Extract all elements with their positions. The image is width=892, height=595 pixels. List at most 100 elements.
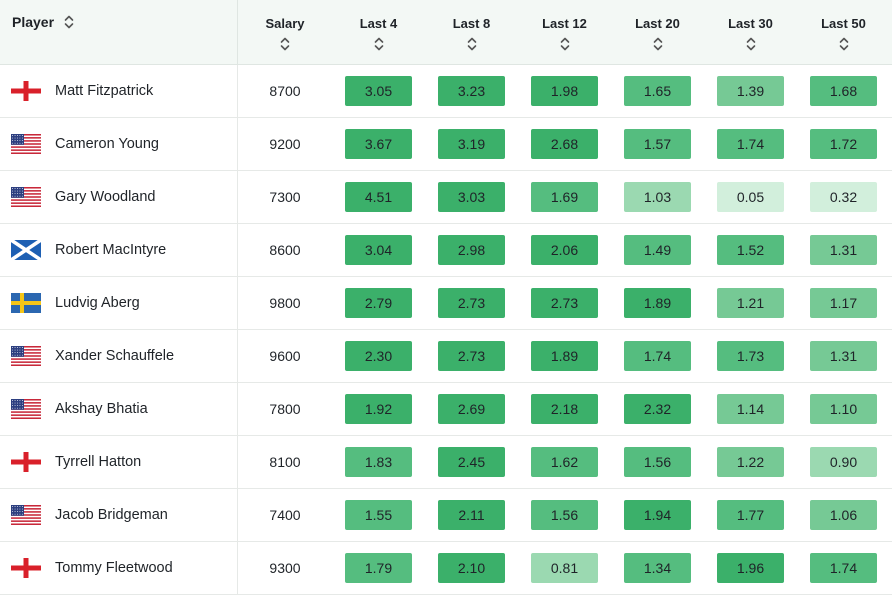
player-name[interactable]: Jacob Bridgeman	[55, 507, 168, 523]
player-cell: Xander Schauffele	[0, 330, 238, 382]
last12-cell: 1.56	[518, 489, 611, 541]
player-cell: Robert MacIntyre	[0, 224, 238, 276]
player-name[interactable]: Ludvig Aberg	[55, 295, 140, 311]
last30-cell: 1.96	[704, 542, 797, 594]
last50-cell: 1.72	[797, 118, 890, 170]
last30-cell: 1.74	[704, 118, 797, 170]
player-name[interactable]: Matt Fitzpatrick	[55, 83, 154, 99]
last8-cell: 2.69	[425, 383, 518, 435]
last50-cell: 1.31	[797, 330, 890, 382]
last4-cell: 1.55	[332, 489, 425, 541]
stat-badge: 2.18	[531, 394, 598, 424]
england-flag-icon	[11, 452, 41, 472]
table-row[interactable]: Matt Fitzpatrick 8700 3.05 3.23 1.98 1.65 1.39…	[0, 65, 892, 118]
last30-cell: 1.14	[704, 383, 797, 435]
sort-icon[interactable]	[746, 37, 756, 51]
table-row[interactable]: Xander Schauffele 9600 2.30 2.73 1.89 1.74 1.7…	[0, 330, 892, 383]
stat-badge: 1.21	[717, 288, 784, 318]
stat-badge: 1.31	[810, 235, 877, 265]
column-header-salary[interactable]: Salary	[238, 0, 332, 64]
last12-cell: 1.98	[518, 65, 611, 117]
stat-badge: 3.04	[345, 235, 412, 265]
england-flag-icon	[11, 558, 41, 578]
stat-badge: 0.81	[531, 553, 598, 583]
table-row[interactable]: Tommy Fleetwood 9300 1.79 2.10 0.81 1.34 1.96 1…	[0, 542, 892, 595]
table-row[interactable]: Ludvig Aberg 9800 2.79 2.73 2.73 1.89 1.21 1.17	[0, 277, 892, 330]
last20-cell: 1.57	[611, 118, 704, 170]
stat-badge: 0.32	[810, 182, 877, 212]
player-name[interactable]: Tommy Fleetwood	[55, 560, 173, 576]
stat-badge: 1.79	[345, 553, 412, 583]
column-header-label: Player	[12, 14, 55, 30]
table-row[interactable]: Tyrrell Hatton 8100 1.83 2.45 1.62 1.56 1.22 0.…	[0, 436, 892, 489]
stat-badge: 1.98	[531, 76, 598, 106]
last50-cell: 1.06	[797, 489, 890, 541]
column-header-last12[interactable]: Last 12	[518, 0, 611, 64]
last50-cell: 1.17	[797, 277, 890, 329]
salary-cell: 7800	[269, 401, 301, 417]
stat-badge: 3.03	[438, 182, 505, 212]
stat-badge: 1.39	[717, 76, 784, 106]
player-name[interactable]: Cameron Young	[55, 136, 159, 152]
last50-cell: 1.31	[797, 224, 890, 276]
last50-cell: 1.10	[797, 383, 890, 435]
column-header-player[interactable]: Player	[0, 0, 238, 64]
stat-badge: 2.68	[531, 129, 598, 159]
last8-cell: 2.73	[425, 277, 518, 329]
last4-cell: 4.51	[332, 171, 425, 223]
table-row[interactable]: Robert MacIntyre 8600 3.04 2.98 2.06 1.49 1.52…	[0, 224, 892, 277]
stat-badge: 1.56	[531, 500, 598, 530]
last50-cell: 1.74	[797, 542, 890, 594]
sort-icon[interactable]	[64, 15, 74, 29]
sort-icon[interactable]	[467, 37, 477, 51]
stat-badge: 1.65	[624, 76, 691, 106]
stat-badge: 1.31	[810, 341, 877, 371]
last12-cell: 1.62	[518, 436, 611, 488]
stat-badge: 2.11	[438, 500, 505, 530]
last30-cell: 1.77	[704, 489, 797, 541]
column-header-last8[interactable]: Last 8	[425, 0, 518, 64]
salary-cell: 8600	[269, 242, 301, 258]
salary-cell: 9600	[269, 348, 301, 364]
stat-badge: 1.68	[810, 76, 877, 106]
player-cell: Tommy Fleetwood	[0, 542, 238, 594]
player-name[interactable]: Akshay Bhatia	[55, 401, 148, 417]
table-row[interactable]: Jacob Bridgeman 7400 1.55 2.11 1.56 1.94 1.77 1…	[0, 489, 892, 542]
column-header-label: Last 50	[821, 16, 866, 31]
stat-badge: 3.19	[438, 129, 505, 159]
salary-cell: 7400	[269, 507, 301, 523]
sweden-flag-icon	[11, 293, 41, 313]
last8-cell: 2.11	[425, 489, 518, 541]
column-header-last30[interactable]: Last 30	[704, 0, 797, 64]
stat-badge: 1.06	[810, 500, 877, 530]
last4-cell: 3.05	[332, 65, 425, 117]
stat-badge: 2.06	[531, 235, 598, 265]
last30-cell: 1.22	[704, 436, 797, 488]
table-row[interactable]: Cameron Young 9200 3.67 3.19 2.68 1.57 1.74 1.7…	[0, 118, 892, 171]
stat-badge: 1.74	[624, 341, 691, 371]
stat-badge: 1.03	[624, 182, 691, 212]
player-name[interactable]: Tyrrell Hatton	[55, 454, 142, 470]
stat-badge: 3.05	[345, 76, 412, 106]
stat-badge: 1.17	[810, 288, 877, 318]
sort-icon[interactable]	[280, 37, 290, 51]
stat-badge: 1.69	[531, 182, 598, 212]
sort-icon[interactable]	[560, 37, 570, 51]
player-name[interactable]: Xander Schauffele	[55, 348, 175, 364]
usa-flag-icon	[11, 399, 41, 419]
stat-badge: 2.73	[438, 341, 505, 371]
column-header-last20[interactable]: Last 20	[611, 0, 704, 64]
last30-cell: 1.52	[704, 224, 797, 276]
player-name[interactable]: Gary Woodland	[55, 189, 156, 205]
player-name[interactable]: Robert MacIntyre	[55, 242, 167, 258]
stat-badge: 1.10	[810, 394, 877, 424]
sort-icon[interactable]	[839, 37, 849, 51]
sort-icon[interactable]	[374, 37, 384, 51]
column-header-last50[interactable]: Last 50	[797, 0, 890, 64]
table-row[interactable]: Akshay Bhatia 7800 1.92 2.69 2.18 2.32 1.14 1.1…	[0, 383, 892, 436]
column-header-last4[interactable]: Last 4	[332, 0, 425, 64]
sort-icon[interactable]	[653, 37, 663, 51]
table-row[interactable]: Gary Woodland 7300 4.51 3.03 1.69 1.03 0.05 0.3…	[0, 171, 892, 224]
last4-cell: 1.92	[332, 383, 425, 435]
